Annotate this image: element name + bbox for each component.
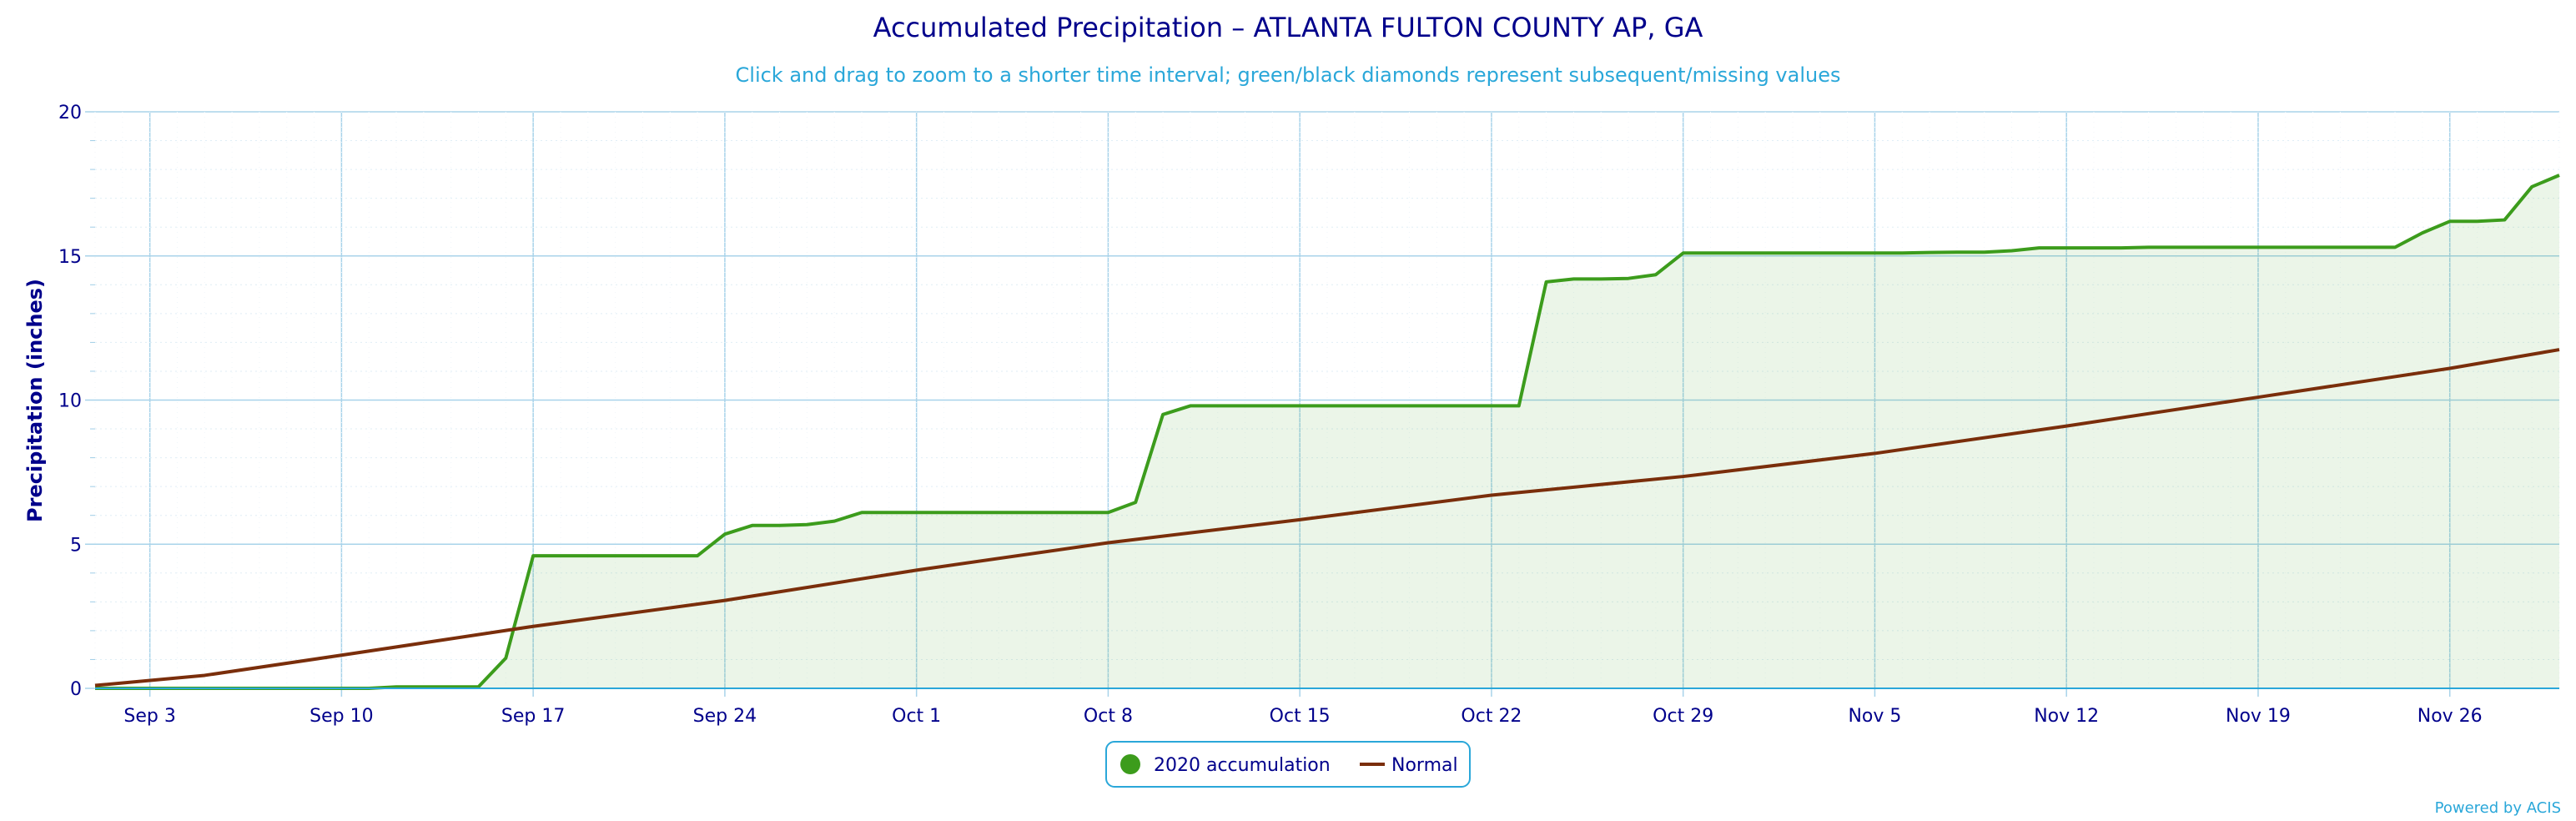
series-lines[interactable] [94, 174, 2560, 690]
x-tick-label: Nov 12 [2034, 706, 2099, 727]
chart-title: Accumulated Precipitation – ATLANTA FULT… [873, 12, 1703, 43]
y-tick-label: 0 [70, 679, 82, 700]
legend-marker-2020-accumulation [1120, 754, 1140, 774]
x-tick-label: Oct 8 [1084, 706, 1133, 727]
x-tick-label: Nov 26 [2418, 706, 2483, 727]
series-line-0[interactable] [95, 174, 2560, 690]
legend-item-normal[interactable]: Normal [1360, 755, 1458, 776]
x-tick-label: Oct 15 [1270, 706, 1331, 727]
legend-label-normal: Normal [1391, 755, 1458, 776]
legend-label-2020-accumulation: 2020 accumulation [1154, 755, 1331, 776]
series-area [95, 175, 2559, 688]
x-tick-label: Sep 10 [309, 706, 373, 727]
x-tick-label: Oct 29 [1653, 706, 1713, 727]
y-axis-label: Precipitation (inches) [23, 279, 47, 522]
legend-item-2020-accumulation[interactable]: 2020 accumulation [1120, 754, 1331, 776]
axes: 0 5 10 15 20 Sep 3 Sep 10 Sep 17 Sep 24 Oct 1 Oct … [58, 103, 2559, 727]
x-tick-label: Nov 5 [1848, 706, 1901, 727]
powered-by-acis-link[interactable]: Powered by ACIS [2435, 799, 2561, 817]
y-tick-label: 15 [58, 247, 82, 268]
x-tick-label: Sep 24 [693, 706, 757, 727]
series-line-1[interactable] [94, 348, 2560, 688]
area-fill-series-0 [95, 175, 2559, 688]
x-tick-label: Oct 22 [1461, 706, 1522, 727]
y-tick-label: 5 [70, 535, 82, 556]
y-tick-label: 20 [58, 103, 82, 123]
legend[interactable]: 2020 accumulation Normal [1105, 741, 1471, 788]
y-tick-label: 10 [58, 391, 82, 412]
x-tick-label: Nov 19 [2226, 706, 2291, 727]
x-tick-label: Sep 17 [501, 706, 565, 727]
legend-box [1105, 741, 1471, 788]
chart-subtitle: Click and drag to zoom to a shorter time… [736, 63, 1841, 87]
x-tick-label: Sep 3 [123, 706, 175, 727]
x-tick-label: Oct 1 [892, 706, 941, 727]
